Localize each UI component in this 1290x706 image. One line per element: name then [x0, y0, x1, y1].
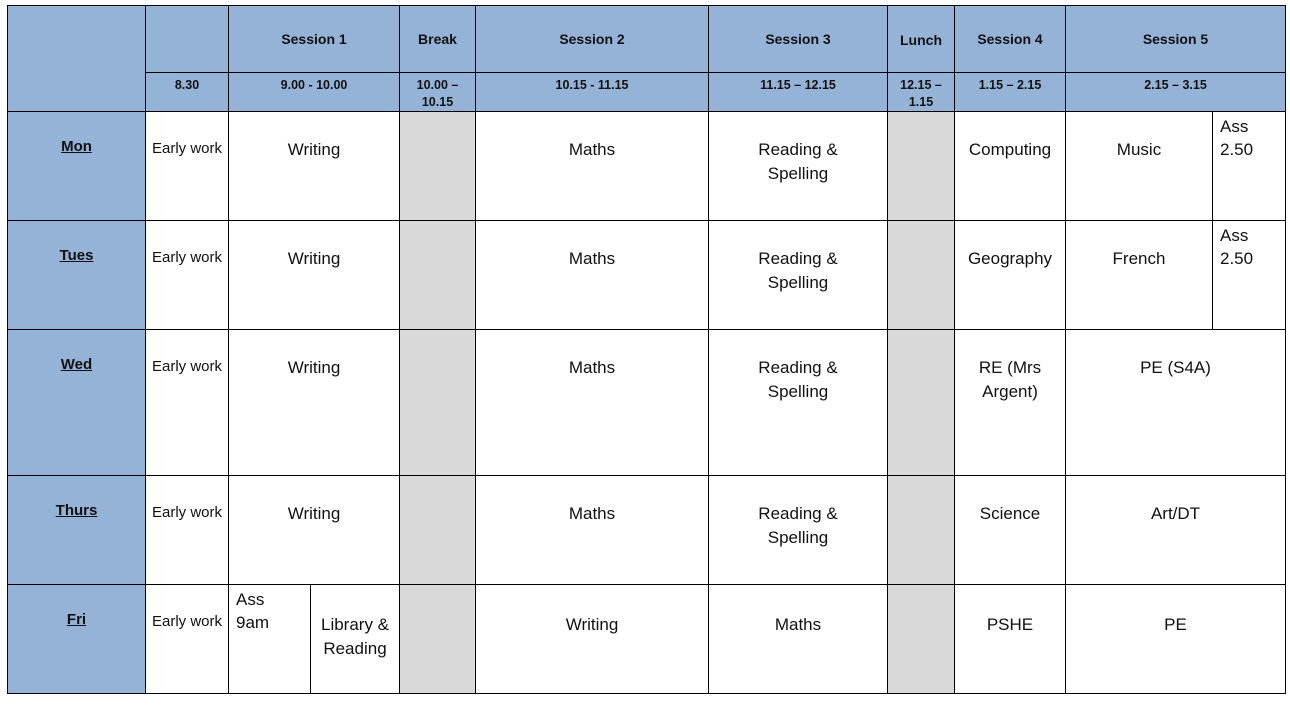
session-3: Reading & Spelling — [708, 220, 888, 330]
session-3: Reading & Spelling — [708, 475, 888, 585]
session-5: Music — [1065, 111, 1213, 221]
assembly-note: Ass 2.50 — [1212, 111, 1286, 221]
session-5: Art/DT — [1065, 475, 1286, 585]
timetable: Session 1 Break Session 2 Session 3 Lunc… — [7, 5, 1286, 694]
session-2: Maths — [475, 329, 709, 476]
day-label: Wed — [7, 329, 146, 476]
break-cell — [399, 111, 476, 221]
assembly-note: Ass 2.50 — [1212, 220, 1286, 330]
session-4: Science — [954, 475, 1066, 585]
header-row-times: 8.30 9.00 - 10.00 10.00 – 10.15 10.15 - … — [8, 72, 1286, 112]
lunch-cell — [887, 329, 955, 476]
session-2: Maths — [475, 111, 709, 221]
day-row-mon: Mon Early work Writing Maths Reading & S… — [7, 111, 1286, 221]
header-session-4: Session 4 — [954, 5, 1066, 73]
session-2: Maths — [475, 475, 709, 585]
session-4: PSHE — [954, 584, 1066, 694]
session-3: Maths — [708, 584, 888, 694]
header-row-sessions: Session 1 Break Session 2 Session 3 Lunc… — [7, 5, 1286, 112]
session-2: Writing — [475, 584, 709, 694]
session-3: Reading & Spelling — [708, 111, 888, 221]
session-1: Writing — [228, 475, 400, 585]
time-session-5: 2.15 – 3.15 — [1065, 72, 1286, 112]
session-1: Writing — [228, 220, 400, 330]
time-early: 8.30 — [145, 72, 229, 112]
lunch-cell — [887, 584, 955, 694]
header-session-5: Session 5 — [1065, 5, 1286, 73]
day-row-tues: Tues Early work Writing Maths Reading & … — [7, 220, 1286, 330]
header-session-1: Session 1 — [228, 5, 400, 73]
time-break: 10.00 – 10.15 — [399, 72, 476, 112]
early-work: Early work — [145, 475, 229, 585]
header-empty — [145, 5, 229, 73]
assembly-note: Ass 9am — [228, 584, 311, 694]
time-lunch: 12.15 – 1.15 — [887, 72, 955, 112]
day-row-fri: Fri Early work Ass 9am Library & Reading… — [7, 584, 1286, 694]
day-row-thurs: Thurs Early work Writing Maths Reading &… — [7, 475, 1286, 585]
break-cell — [399, 475, 476, 585]
time-session-2: 10.15 - 11.15 — [475, 72, 709, 112]
session-1: Writing — [228, 111, 400, 221]
session-3: Reading & Spelling — [708, 329, 888, 476]
session-4: Computing — [954, 111, 1066, 221]
corner-cell — [7, 5, 146, 112]
day-label: Mon — [7, 111, 146, 221]
header-break: Break — [399, 5, 476, 73]
lunch-cell — [887, 220, 955, 330]
header-session-3: Session 3 — [708, 5, 888, 73]
session-1: Writing — [228, 329, 400, 476]
lunch-cell — [887, 475, 955, 585]
break-cell — [399, 584, 476, 694]
session-4: Geography — [954, 220, 1066, 330]
time-session-1: 9.00 - 10.00 — [228, 72, 400, 112]
day-label: Tues — [7, 220, 146, 330]
time-session-3: 11.15 – 12.15 — [708, 72, 888, 112]
header-session-2: Session 2 — [475, 5, 709, 73]
day-row-wed: Wed Early work Writing Maths Reading & S… — [7, 329, 1286, 476]
lunch-cell — [887, 111, 955, 221]
session-5: French — [1065, 220, 1213, 330]
time-session-4: 1.15 – 2.15 — [954, 72, 1066, 112]
header-lunch: Lunch — [887, 5, 955, 73]
early-work: Early work — [145, 111, 229, 221]
day-label: Fri — [7, 584, 146, 694]
break-cell — [399, 329, 476, 476]
library-reading: Library & Reading — [310, 584, 400, 694]
session-5: PE — [1065, 584, 1286, 694]
break-cell — [399, 220, 476, 330]
early-work: Early work — [145, 220, 229, 330]
early-work: Early work — [145, 329, 229, 476]
day-label: Thurs — [7, 475, 146, 585]
session-4: RE (Mrs Argent) — [954, 329, 1066, 476]
early-work: Early work — [145, 584, 229, 694]
session-5: PE (S4A) — [1065, 329, 1286, 476]
session-2: Maths — [475, 220, 709, 330]
